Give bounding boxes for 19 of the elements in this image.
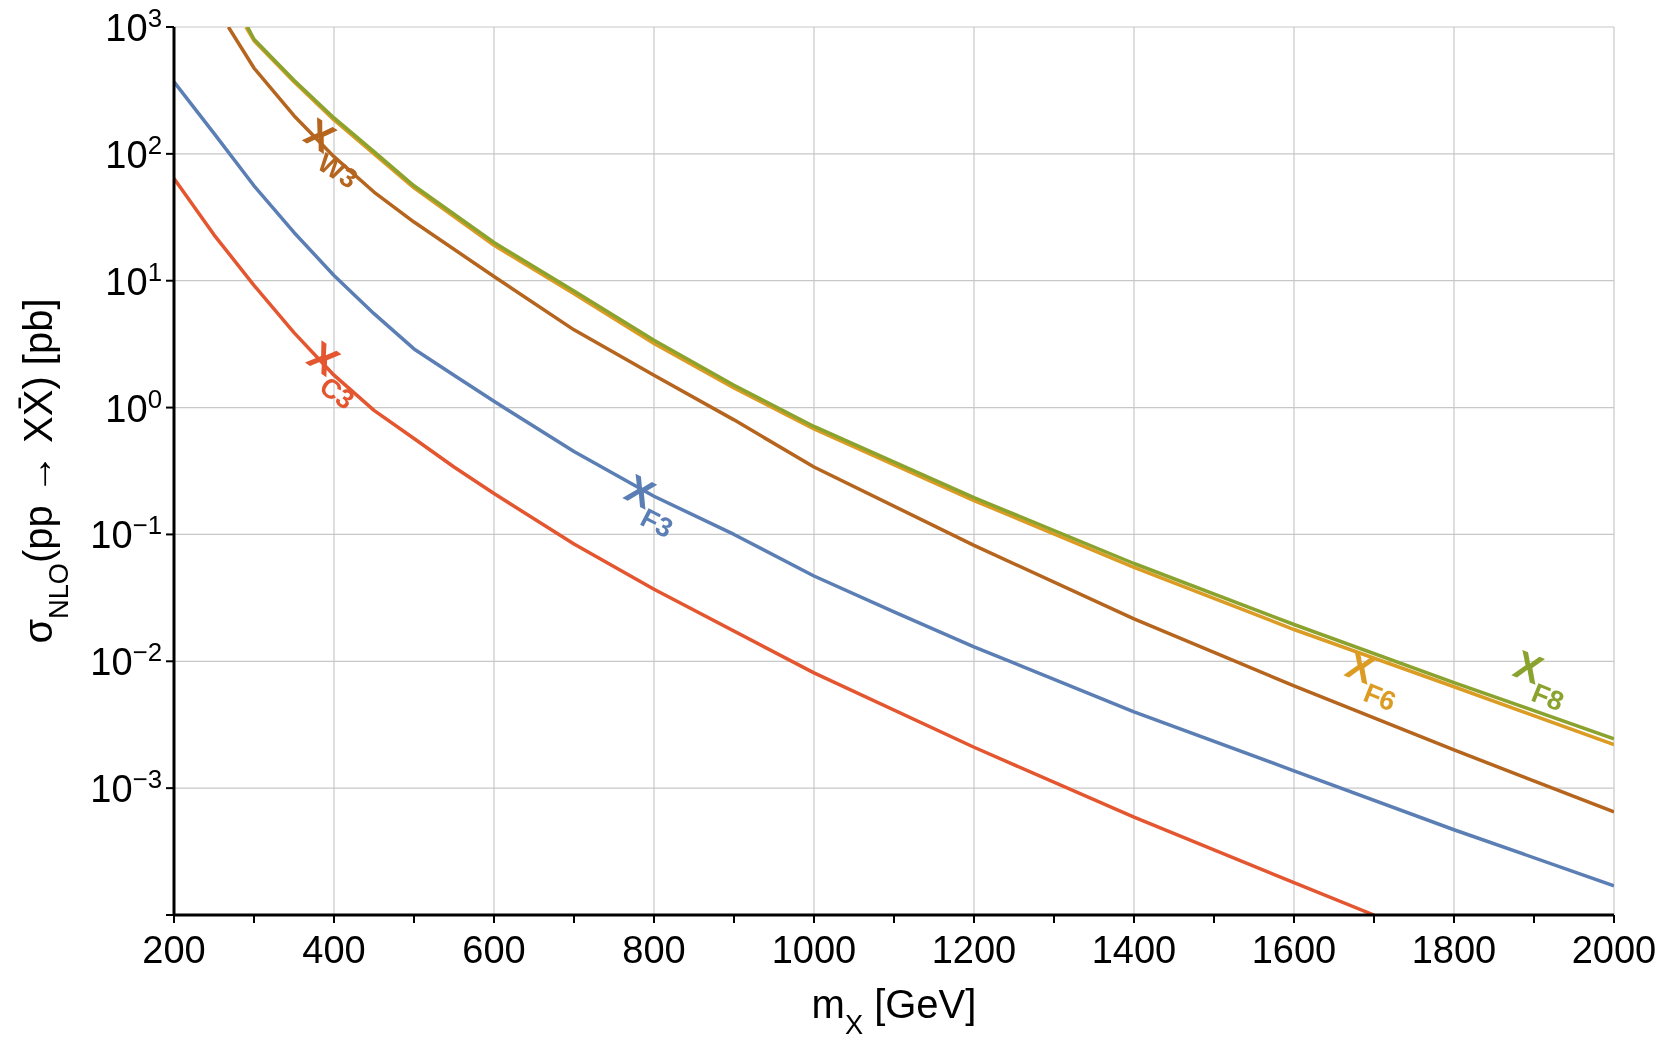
y-tick-label: 10$^{−2}$: [90, 638, 162, 684]
x-tick-label: 1400: [1091, 929, 1177, 971]
x-tick-label: 800: [622, 929, 686, 971]
x-tick-label: 400: [302, 929, 366, 971]
x-tick-label: 600: [462, 929, 526, 971]
y-tick-label: 10$^{−3}$: [90, 765, 162, 811]
line-series: [174, 80, 1614, 888]
x-tick-label: 2000: [1571, 929, 1657, 971]
x-tick-label: 1000: [771, 929, 857, 971]
y-tick-label: 10$^{3}$: [105, 4, 162, 49]
y-tick-label: 10$^{0}$: [105, 384, 162, 430]
x-tick-label: 1200: [931, 929, 1017, 971]
x-axis-title: m$_{X}$ [GeV]: [811, 982, 977, 1040]
y-tick-label: 10$^{1}$: [105, 257, 162, 303]
x-tick-label: 1800: [1411, 929, 1497, 971]
y-tick-label: 10$^{2}$: [105, 130, 162, 176]
y-tick-label: 10$^{−1}$: [90, 511, 162, 557]
x-tick-label: 200: [142, 929, 206, 971]
x-tick-label: 1600: [1251, 929, 1337, 971]
